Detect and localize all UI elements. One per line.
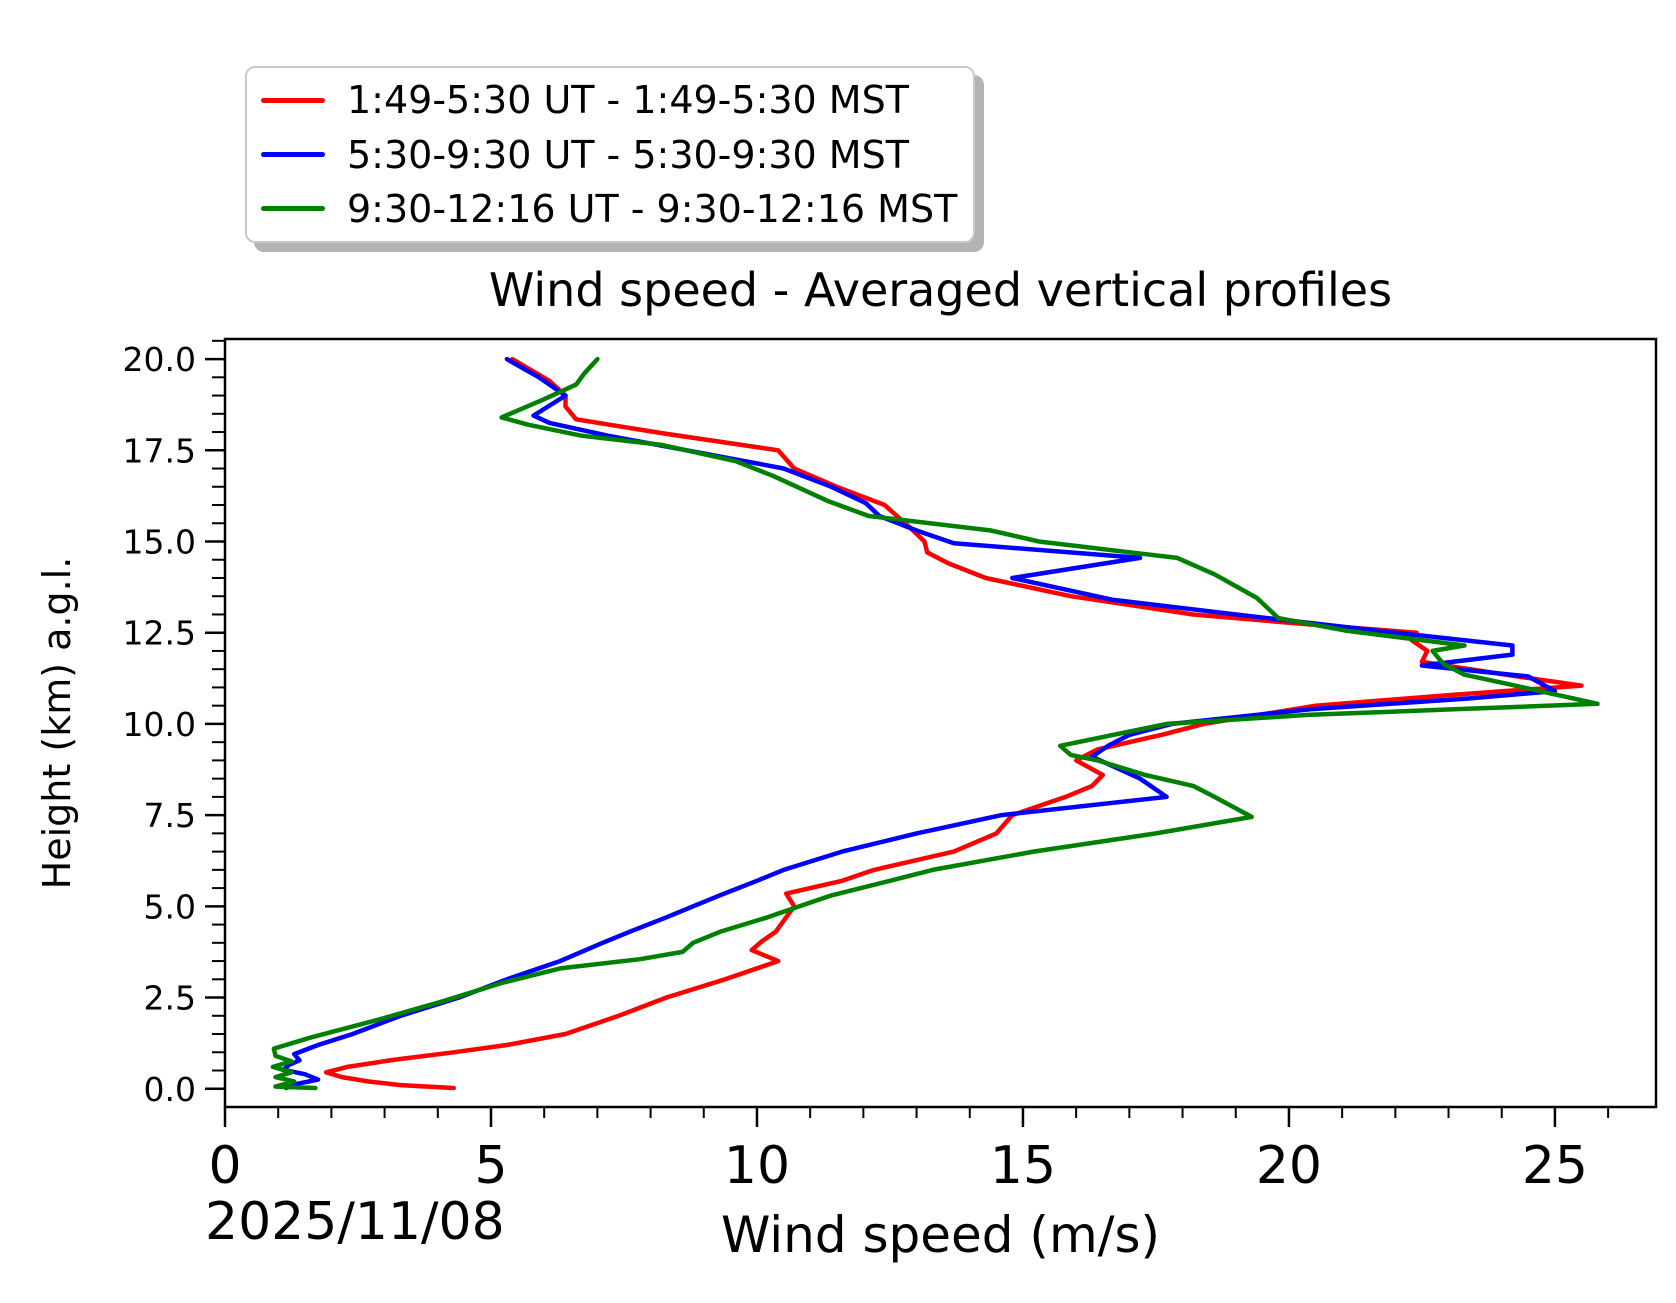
y-minor-ticks <box>212 339 225 1072</box>
series-line-green <box>270 356 1600 1091</box>
y-tick-label: 10.0 <box>123 705 196 744</box>
x-tick-label: 0 <box>208 1136 241 1196</box>
chart-title: Wind speed - Averaged vertical profiles <box>488 263 1393 317</box>
y-tick-label: 0.0 <box>144 1070 196 1109</box>
legend-entry: 9:30-12:16 UT - 9:30-12:16 MST <box>261 187 973 231</box>
legend-line-sample-blue <box>261 152 325 157</box>
x-major-ticks <box>223 1107 1557 1127</box>
legend-entry-label: 1:49-5:30 UT - 1:49-5:30 MST <box>347 78 909 123</box>
x-tick-labels: 0 5 10 15 20 25 <box>208 1136 1588 1196</box>
date-label: 2025/11/08 <box>205 1192 505 1252</box>
legend-entry-label: 9:30-12:16 UT - 9:30-12:16 MST <box>347 186 958 231</box>
x-tick-label: 15 <box>990 1136 1056 1196</box>
x-minor-ticks <box>277 1107 1610 1118</box>
legend: 1:49-5:30 UT - 1:49-5:30 MST 5:30-9:30 U… <box>245 66 975 243</box>
y-tick-label: 2.5 <box>144 979 196 1018</box>
y-tick-label: 7.5 <box>144 796 196 835</box>
legend-entry: 1:49-5:30 UT - 1:49-5:30 MST <box>261 78 973 122</box>
legend-line-sample-red <box>261 97 325 103</box>
series-lines <box>270 356 1600 1091</box>
y-tick-labels: 0.0 2.5 5.0 7.5 10.0 12.5 15.0 17.5 20.0 <box>123 340 196 1109</box>
y-major-ticks <box>205 357 225 1091</box>
legend-entry-label: 5:30-9:30 UT - 5:30-9:30 MST <box>347 132 909 177</box>
x-tick-label: 5 <box>474 1136 507 1196</box>
series-line-red <box>323 356 1584 1091</box>
y-tick-label: 15.0 <box>123 522 196 561</box>
legend-line-sample-green <box>261 206 325 212</box>
legend-entry: 5:30-9:30 UT - 5:30-9:30 MST <box>261 133 973 177</box>
series-line-blue <box>281 356 1558 1091</box>
y-axis-label: Height (km) a.g.l. <box>35 556 79 890</box>
x-tick-label: 20 <box>1256 1136 1322 1196</box>
y-tick-label: 5.0 <box>144 887 196 926</box>
plot-border <box>223 337 1658 1109</box>
y-tick-label: 20.0 <box>123 340 196 379</box>
y-tick-label: 12.5 <box>123 614 196 653</box>
x-tick-label: 10 <box>724 1136 790 1196</box>
x-tick-label: 25 <box>1522 1136 1588 1196</box>
y-tick-label: 17.5 <box>123 431 196 470</box>
x-axis-label: Wind speed (m/s) <box>720 1206 1161 1264</box>
